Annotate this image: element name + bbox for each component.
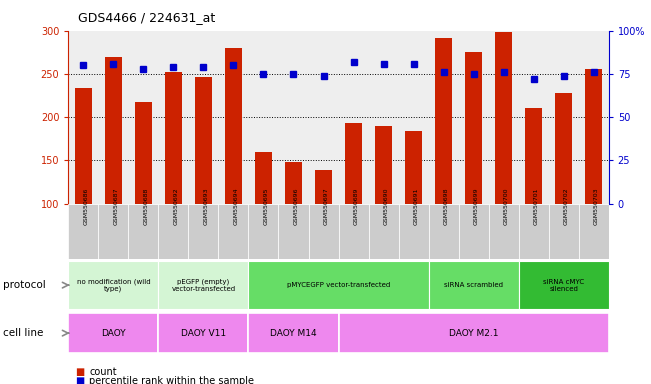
Bar (195, 78, 212, 204)
Bar (158, 261, 249, 309)
Bar (158, 313, 249, 353)
Bar (525, 108, 542, 204)
Bar (98, 204, 128, 259)
Bar (368, 204, 398, 259)
Bar (285, 162, 302, 204)
Text: DAOY: DAOY (101, 329, 126, 338)
Text: GSM550700: GSM550700 (504, 187, 508, 225)
Bar (579, 204, 609, 259)
Text: no modification (wild
type): no modification (wild type) (77, 278, 150, 292)
Text: DAOY M14: DAOY M14 (270, 329, 317, 338)
Bar (465, 52, 482, 204)
Text: siRNA scrambled: siRNA scrambled (444, 282, 503, 288)
Bar (75, 88, 92, 204)
Bar (279, 204, 309, 259)
Text: GSM550697: GSM550697 (324, 187, 329, 225)
Bar (165, 72, 182, 204)
Bar (309, 204, 339, 259)
Text: GSM550687: GSM550687 (113, 187, 118, 225)
Text: ■: ■ (75, 376, 84, 384)
Text: GSM550686: GSM550686 (83, 188, 89, 225)
Bar (249, 261, 428, 309)
Bar (406, 131, 422, 204)
Bar (225, 48, 242, 204)
Bar (158, 204, 188, 259)
Text: GSM550699: GSM550699 (474, 187, 478, 225)
Text: GSM550692: GSM550692 (173, 187, 178, 225)
Bar (105, 56, 122, 204)
Text: GSM550696: GSM550696 (294, 187, 299, 225)
Bar (128, 204, 158, 259)
Bar (436, 38, 452, 204)
Bar (458, 204, 489, 259)
Bar (585, 69, 602, 204)
Text: count: count (89, 367, 117, 377)
Bar (549, 204, 579, 259)
Bar (219, 204, 249, 259)
Bar (555, 93, 572, 204)
Text: GSM550701: GSM550701 (534, 187, 538, 225)
Text: DAOY M2.1: DAOY M2.1 (449, 329, 499, 338)
Bar (398, 204, 428, 259)
Text: ■: ■ (75, 367, 84, 377)
Bar (519, 261, 609, 309)
Text: GSM550690: GSM550690 (383, 187, 389, 225)
Bar (68, 261, 158, 309)
Text: DAOY V11: DAOY V11 (181, 329, 226, 338)
Text: percentile rank within the sample: percentile rank within the sample (89, 376, 254, 384)
Text: pEGFP (empty)
vector-transfected: pEGFP (empty) vector-transfected (171, 278, 236, 292)
Bar (375, 126, 392, 204)
Bar (315, 170, 332, 204)
Bar (339, 313, 609, 353)
Bar (428, 261, 519, 309)
Bar (345, 123, 362, 204)
Bar (135, 103, 152, 204)
Bar (249, 313, 339, 353)
Bar (68, 313, 158, 353)
Text: GSM550695: GSM550695 (264, 187, 268, 225)
Text: GSM550688: GSM550688 (143, 188, 148, 225)
Bar (489, 204, 519, 259)
Bar (188, 204, 219, 259)
Text: GSM550691: GSM550691 (413, 187, 419, 225)
Text: GSM550693: GSM550693 (203, 187, 208, 225)
Text: GSM550689: GSM550689 (353, 187, 359, 225)
Text: GSM550694: GSM550694 (234, 187, 238, 225)
Text: siRNA cMYC
silenced: siRNA cMYC silenced (543, 279, 584, 291)
Text: GSM550702: GSM550702 (564, 187, 569, 225)
Bar (428, 204, 458, 259)
Text: cell line: cell line (3, 328, 44, 338)
Text: pMYCEGFP vector-transfected: pMYCEGFP vector-transfected (287, 282, 390, 288)
Bar (339, 204, 368, 259)
Text: protocol: protocol (3, 280, 46, 290)
Bar (255, 152, 271, 204)
Bar (68, 204, 98, 259)
Bar (519, 204, 549, 259)
Bar (495, 31, 512, 204)
Bar (249, 204, 279, 259)
Text: GSM550703: GSM550703 (594, 187, 599, 225)
Text: GDS4466 / 224631_at: GDS4466 / 224631_at (78, 12, 215, 25)
Text: GSM550698: GSM550698 (443, 187, 449, 225)
